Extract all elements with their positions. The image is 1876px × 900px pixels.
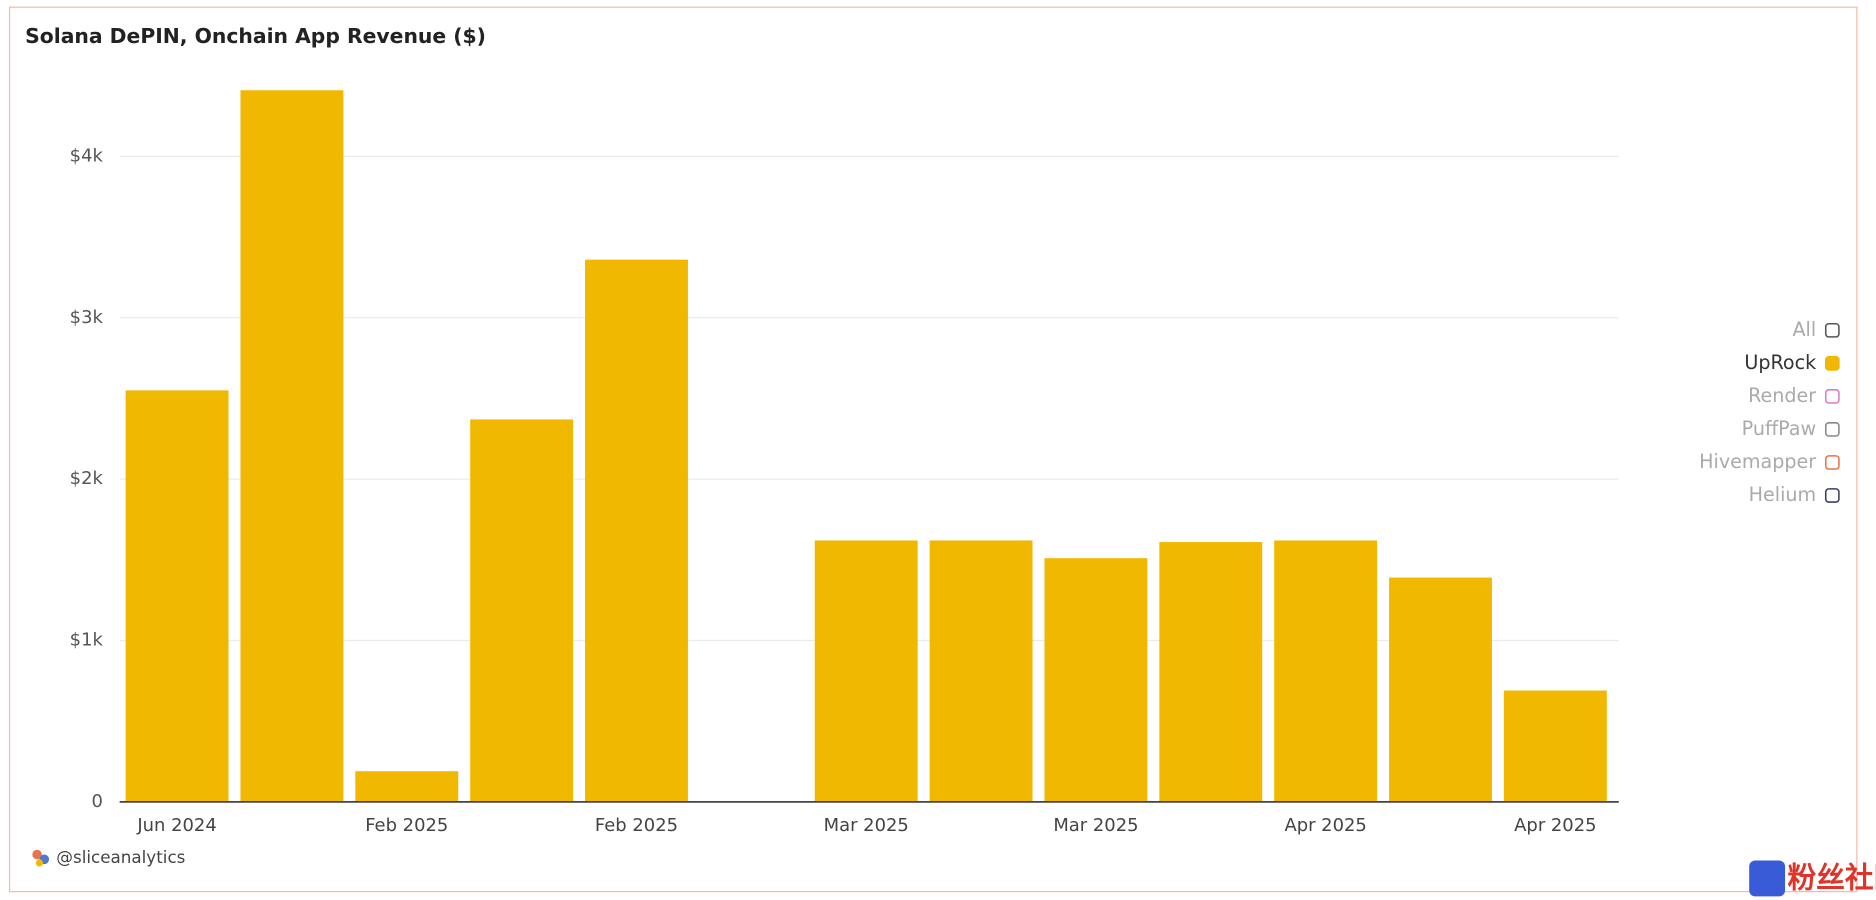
legend-label: Helium xyxy=(1749,483,1817,506)
bar xyxy=(1274,540,1378,802)
source-icon xyxy=(32,849,50,867)
x-tick-label: Mar 2025 xyxy=(1053,815,1138,836)
legend-label: UpRock xyxy=(1744,351,1817,374)
x-tick-label: Apr 2025 xyxy=(1514,815,1596,836)
legend-swatch[interactable] xyxy=(1824,322,1840,338)
bar xyxy=(814,540,918,802)
legend-swatch[interactable] xyxy=(1824,355,1840,371)
legend-label: All xyxy=(1792,318,1816,341)
y-tick-label: $4k xyxy=(70,145,104,166)
bar xyxy=(1503,690,1607,802)
watermark-icon xyxy=(1749,860,1786,897)
bar xyxy=(929,540,1033,802)
legend-swatch[interactable] xyxy=(1824,455,1840,470)
x-tick-label: Mar 2025 xyxy=(824,815,909,836)
bar xyxy=(240,90,344,802)
legend-swatch[interactable] xyxy=(1824,422,1840,437)
legend-label: Hivemapper xyxy=(1699,450,1816,473)
source: @sliceanalytics xyxy=(56,847,185,867)
x-tick-label: Feb 2025 xyxy=(595,815,678,836)
x-tick-label: Feb 2025 xyxy=(365,815,448,836)
x-tick-label: Apr 2025 xyxy=(1284,815,1366,836)
chart-title: Solana DePIN, Onchain App Revenue ($) xyxy=(25,24,486,48)
y-tick-label: 0 xyxy=(91,791,102,812)
bar xyxy=(355,771,459,802)
legend-swatch[interactable] xyxy=(1824,389,1840,404)
x-tick-label: Jun 2024 xyxy=(136,815,216,836)
watermark: 粉丝社区 xyxy=(1787,861,1876,895)
bar xyxy=(1389,577,1492,802)
bar xyxy=(1044,558,1148,802)
y-tick-label: $1k xyxy=(70,629,104,650)
y-tick-label: $3k xyxy=(70,307,104,328)
bar xyxy=(125,390,229,802)
y-tick-label: $2k xyxy=(70,468,104,489)
legend-label: Render xyxy=(1748,384,1816,407)
bar xyxy=(470,419,574,802)
bar xyxy=(1159,542,1263,802)
bar xyxy=(585,259,688,802)
legend-label: PuffPaw xyxy=(1742,417,1817,440)
legend-swatch[interactable] xyxy=(1824,488,1840,503)
